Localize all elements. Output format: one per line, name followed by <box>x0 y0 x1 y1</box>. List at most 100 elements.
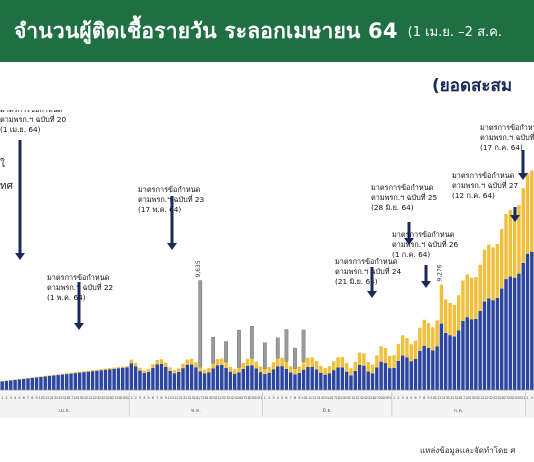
bar-active-search <box>181 363 185 369</box>
bar-active-search <box>400 335 405 356</box>
bar-active-search <box>17 378 22 380</box>
annotation-text: ตามพรก.ฯ ฉบับที่ 24 <box>335 266 402 276</box>
x-tick-label: 1 <box>130 395 133 400</box>
x-tick-label: 15 <box>323 395 328 400</box>
bar-local <box>396 361 401 390</box>
x-tick-label: 9 <box>35 395 38 400</box>
x-tick-label: 1 <box>264 395 267 400</box>
bar-local <box>469 319 474 390</box>
bar-local <box>194 367 198 390</box>
bar-active-search <box>370 364 375 374</box>
bar-active-search <box>469 277 474 320</box>
bar-active-search <box>327 366 332 374</box>
bar-active-search <box>280 357 284 367</box>
bar-local <box>34 377 39 390</box>
bar-active-search <box>21 378 26 379</box>
x-tick-label: 31 <box>258 395 263 400</box>
x-tick-label: 4 <box>406 395 409 400</box>
bar-local <box>362 365 366 390</box>
x-tick-label: 23 <box>224 395 229 400</box>
legend-fragment-1: ใ <box>0 159 5 170</box>
x-tick-label: 23 <box>486 395 491 400</box>
x-tick-label: 1 <box>526 395 529 400</box>
bar-local <box>220 364 224 390</box>
x-tick-label: 22 <box>482 395 487 400</box>
bar-local <box>310 366 314 390</box>
x-tick-label: 4 <box>277 395 280 400</box>
x-tick-label: 14 <box>185 395 190 400</box>
bar-local <box>198 371 202 390</box>
bar-local <box>0 381 4 390</box>
bar-local <box>474 318 478 390</box>
bar-local <box>340 367 345 390</box>
bar-local <box>271 369 276 390</box>
bar-local <box>181 368 185 390</box>
bar-prison <box>262 342 267 370</box>
x-tick-label: 26 <box>107 395 112 400</box>
x-tick-label: 2 <box>531 395 534 400</box>
bar-active-search <box>362 353 366 366</box>
bar-active-search <box>388 355 392 369</box>
x-tick-label: 19 <box>206 395 211 400</box>
bar-local <box>375 367 379 390</box>
bar-active-search <box>521 188 525 263</box>
annotation-arrowhead <box>167 243 177 250</box>
bar-prison <box>293 347 297 369</box>
bar-active-search <box>60 373 65 375</box>
bar-active-search <box>392 355 396 368</box>
bar-active-search <box>517 205 521 274</box>
x-tick-label: 13 <box>181 395 186 400</box>
title-banner: จำนวนผู้ติดเชื้อรายวัน ระลอกเมษายน 64 (1… <box>0 0 534 62</box>
x-tick-label: 8 <box>31 395 34 400</box>
bar-local <box>422 345 426 390</box>
bar-active-search <box>207 367 211 373</box>
annotation-text: มาตรการข้อกำหนด <box>452 171 515 180</box>
x-tick-label: 16 <box>327 395 332 400</box>
bar-active-search <box>353 361 358 372</box>
bar-active-search <box>456 295 461 331</box>
x-tick-label: 27 <box>112 395 117 400</box>
bar-active-search <box>43 375 47 377</box>
source-note: แหล่งข้อมูลและจัดทำโดย ศ <box>420 446 516 455</box>
x-month-label: ก.ค. <box>454 408 464 414</box>
bar-local <box>448 335 452 390</box>
x-tick-label: 14 <box>448 395 453 400</box>
bar-local <box>108 369 112 390</box>
bar-active-search <box>487 244 491 299</box>
x-tick-label: 7 <box>27 395 30 400</box>
x-tick-label: 16 <box>456 395 461 400</box>
bar-local <box>211 368 215 390</box>
x-tick-label: 29 <box>250 395 255 400</box>
bar-active-search <box>336 357 340 368</box>
chart-title: จำนวนผู้ติดเชื้อรายวัน ระลอกเมษายน 64 <box>14 18 398 43</box>
annotation-text: ตามพรก.ฯ ฉบับที่ <box>480 132 534 142</box>
bar-local <box>164 366 168 390</box>
bar-active-search <box>86 370 91 372</box>
x-tick-label: 28 <box>379 395 384 400</box>
bar-prison <box>224 341 228 363</box>
annotation-arrowhead <box>421 281 431 288</box>
bar-local <box>73 373 78 390</box>
bar-active-search <box>99 369 103 371</box>
annotation-text: มาตรการข้อกำหนด <box>480 123 534 132</box>
bar-active-search <box>323 368 327 375</box>
x-tick-label: 25 <box>232 395 237 400</box>
bar-local <box>443 332 448 390</box>
bar-active-search <box>310 357 314 367</box>
bar-local <box>517 273 521 390</box>
bar-active-search <box>198 367 202 372</box>
bar-local <box>297 373 302 390</box>
x-tick-label: 8 <box>423 395 426 400</box>
x-tick-label: 23 <box>94 395 99 400</box>
bar-local <box>323 374 327 390</box>
bar-local <box>69 373 73 390</box>
bar-local <box>504 279 508 390</box>
x-tick-label: 21 <box>86 395 91 400</box>
bar-local <box>86 371 91 390</box>
annotation-arrowhead <box>510 215 520 222</box>
x-tick-label: 21 <box>349 395 354 400</box>
x-tick-label: 21 <box>215 395 220 400</box>
bar-local <box>508 276 513 390</box>
bar-active-search <box>56 374 60 376</box>
bar-local <box>129 363 134 390</box>
